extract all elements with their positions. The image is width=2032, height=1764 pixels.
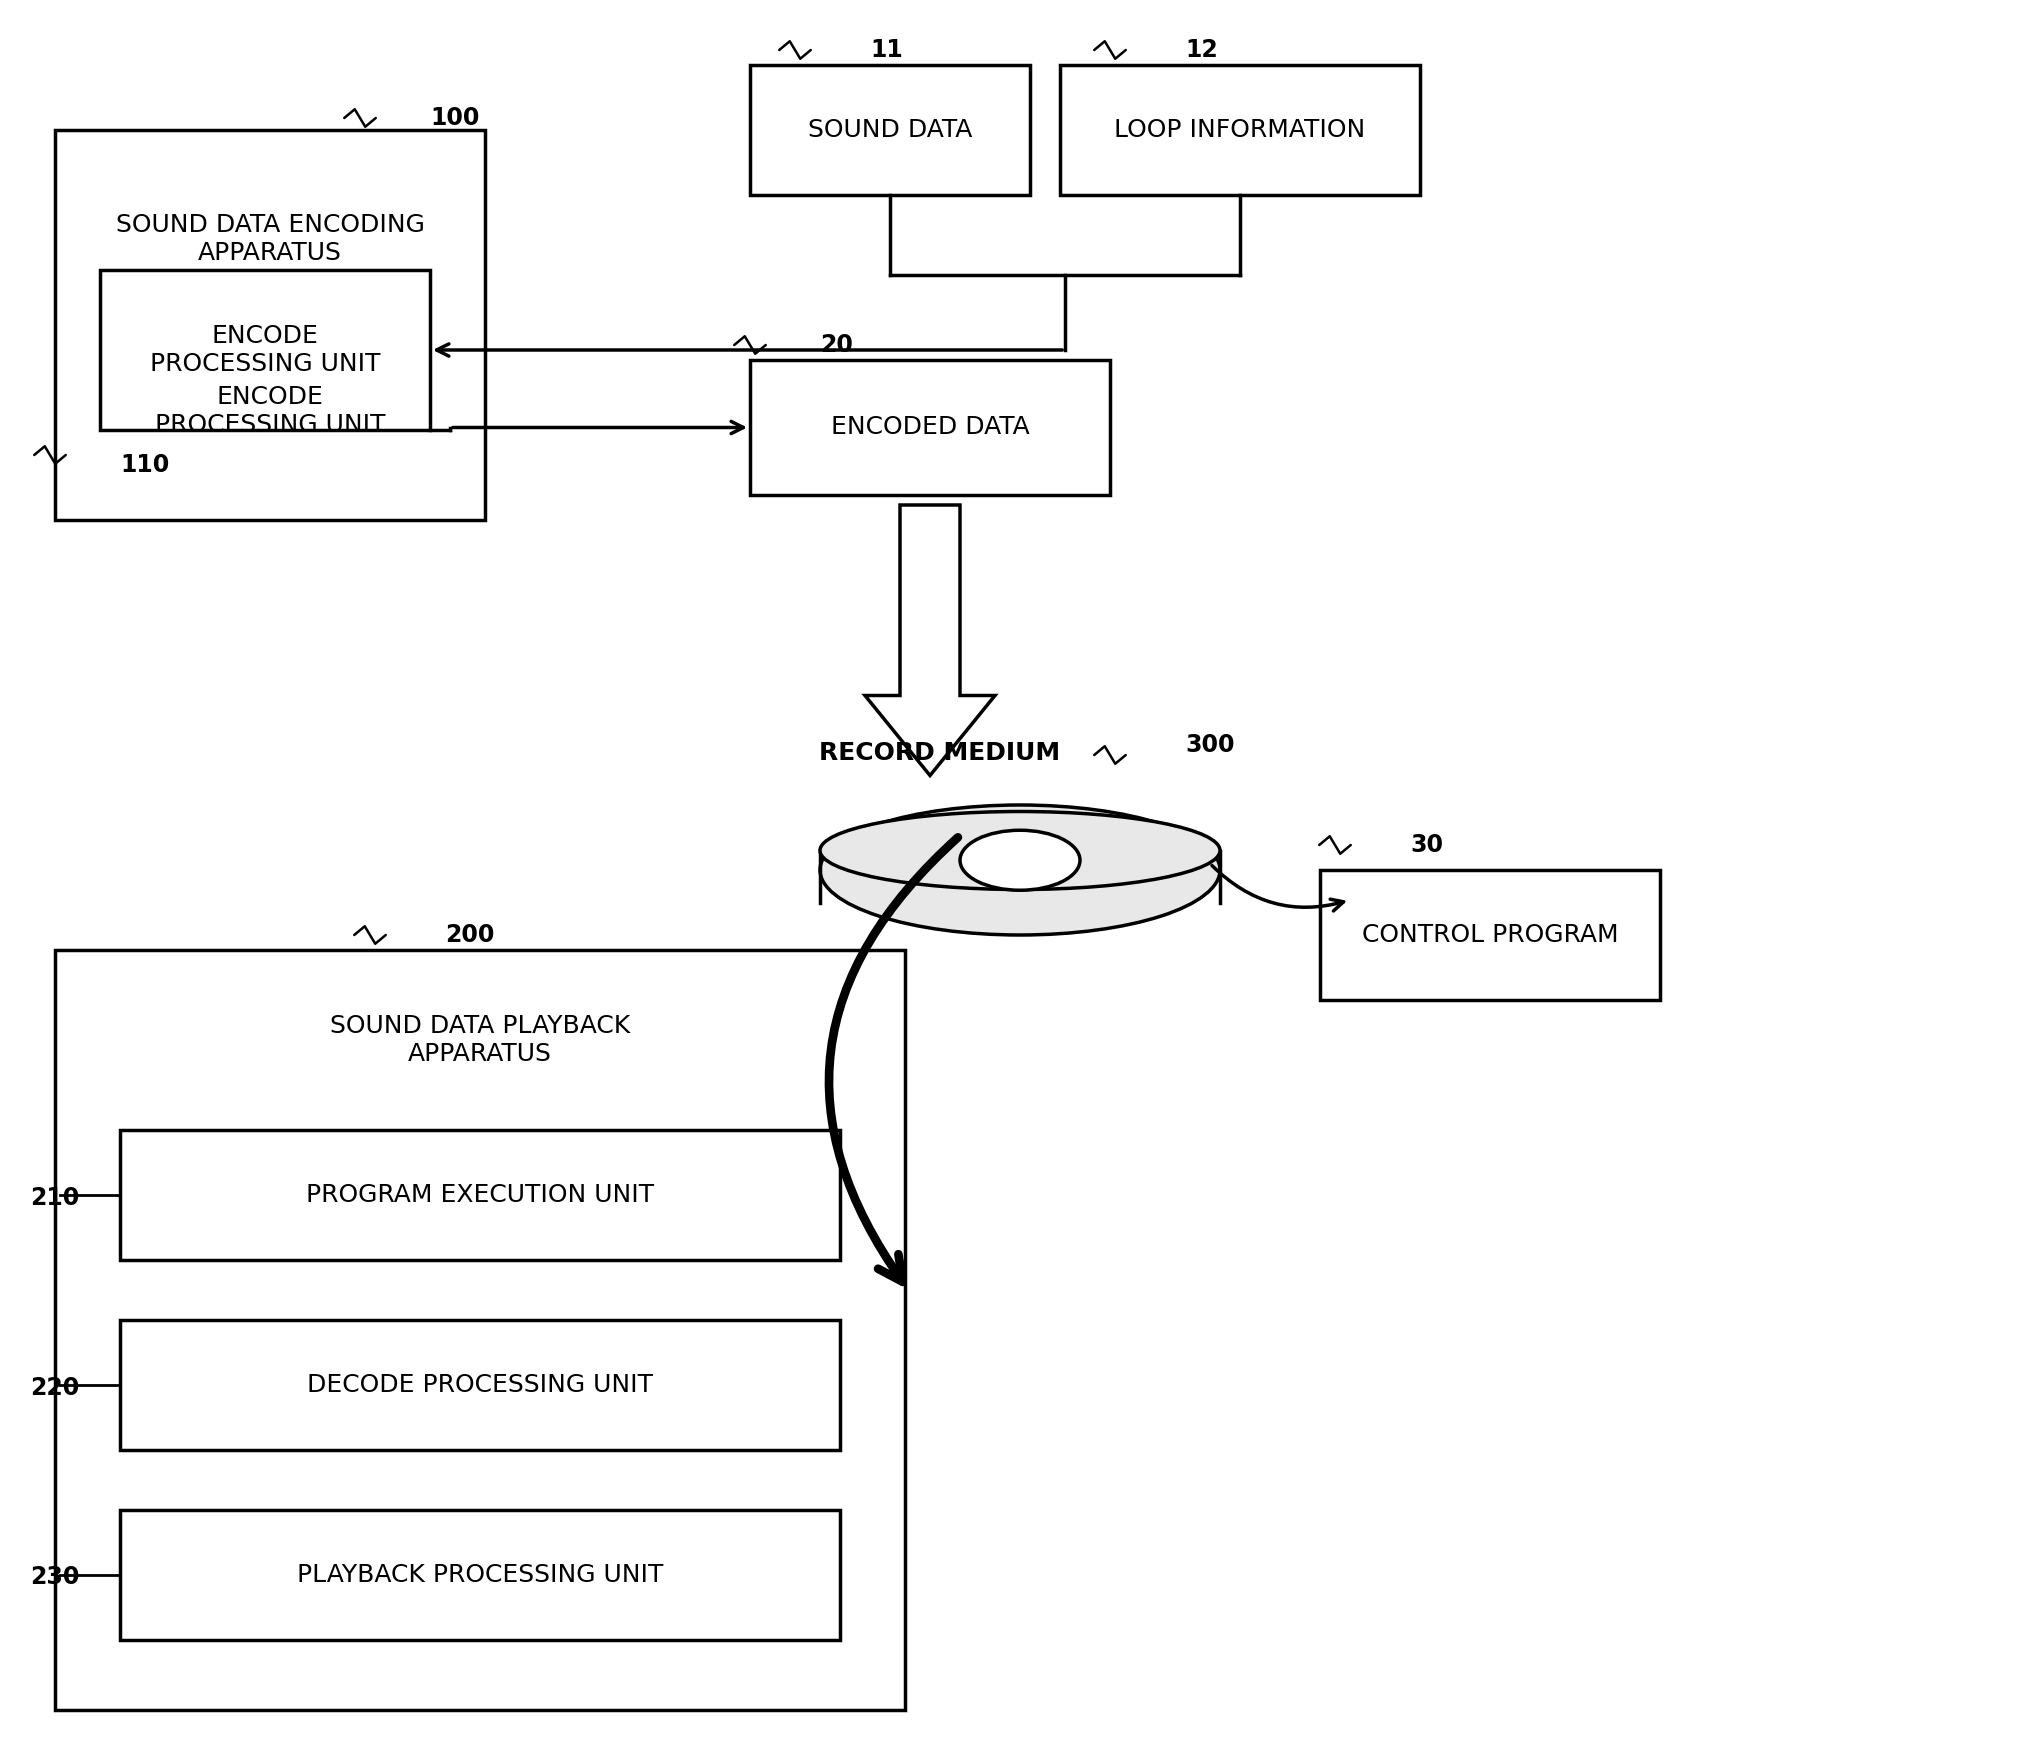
Text: 11: 11 <box>870 39 902 62</box>
Ellipse shape <box>819 811 1219 889</box>
Text: 20: 20 <box>819 333 853 356</box>
Text: SOUND DATA PLAYBACK
APPARATUS: SOUND DATA PLAYBACK APPARATUS <box>329 1014 630 1065</box>
Text: ENCODE
PROCESSING UNIT: ENCODE PROCESSING UNIT <box>150 325 380 376</box>
Text: SOUND DATA ENCODING
APPARATUS: SOUND DATA ENCODING APPARATUS <box>116 213 425 265</box>
Text: ENCODED DATA: ENCODED DATA <box>831 416 1028 439</box>
Text: PROGRAM EXECUTION UNIT: PROGRAM EXECUTION UNIT <box>305 1184 654 1207</box>
Text: LOOP INFORMATION: LOOP INFORMATION <box>1114 118 1366 141</box>
Bar <box>120 1319 839 1450</box>
Text: 230: 230 <box>30 1565 79 1589</box>
Bar <box>1319 870 1660 1000</box>
Bar <box>750 360 1109 496</box>
Text: DECODE PROCESSING UNIT: DECODE PROCESSING UNIT <box>307 1372 652 1397</box>
Text: 220: 220 <box>30 1376 79 1401</box>
Text: 100: 100 <box>431 106 480 131</box>
Ellipse shape <box>959 831 1079 891</box>
Bar <box>750 65 1030 196</box>
Text: SOUND DATA: SOUND DATA <box>807 118 971 141</box>
Text: PLAYBACK PROCESSING UNIT: PLAYBACK PROCESSING UNIT <box>297 1563 662 1588</box>
Text: 300: 300 <box>1185 734 1233 757</box>
Polygon shape <box>864 505 994 776</box>
Text: 12: 12 <box>1185 39 1217 62</box>
Text: CONTROL PROGRAM: CONTROL PROGRAM <box>1361 923 1617 947</box>
Bar <box>120 1131 839 1259</box>
Bar <box>55 131 486 520</box>
Bar <box>1059 65 1418 196</box>
Text: ENCODE
PROCESSING UNIT: ENCODE PROCESSING UNIT <box>154 385 384 437</box>
Text: 30: 30 <box>1410 833 1443 857</box>
Text: RECORD MEDIUM: RECORD MEDIUM <box>819 741 1061 766</box>
Ellipse shape <box>819 804 1219 935</box>
Bar <box>120 1510 839 1641</box>
Text: 110: 110 <box>120 453 169 476</box>
Bar <box>55 951 904 1709</box>
Text: 200: 200 <box>445 923 494 947</box>
Text: 210: 210 <box>30 1185 79 1210</box>
Bar <box>100 270 431 430</box>
